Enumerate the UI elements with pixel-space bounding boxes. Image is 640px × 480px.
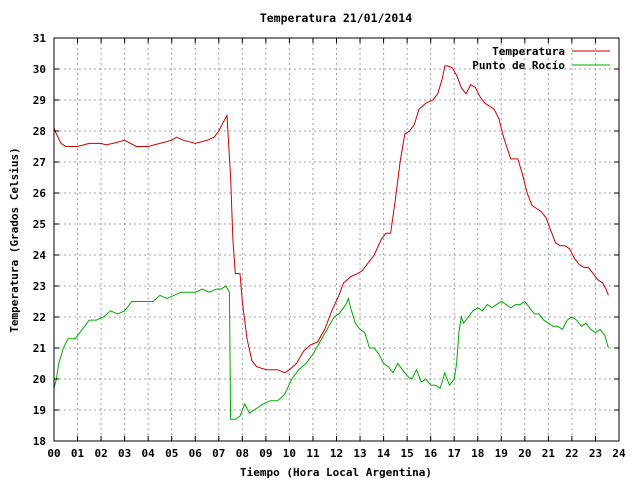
y-tick-label: 26 [33,187,47,200]
x-axis-label: Tiempo (Hora Local Argentina) [240,466,432,479]
legend-label: Punto de Rocío [472,59,565,72]
series-layer [53,65,609,420]
x-tick-label: 05 [165,447,178,460]
chart-title: Temperatura 21/01/2014 [260,11,412,25]
y-tick-label: 21 [33,342,47,355]
x-tick-label: 01 [71,447,85,460]
x-tick-label: 24 [612,447,626,460]
grid [54,38,619,441]
y-tick-label: 19 [33,404,46,417]
x-tick-label: 00 [47,447,60,460]
y-tick-label: 18 [33,435,46,448]
y-tick-label: 23 [33,280,46,293]
y-tick-label: 28 [33,125,46,138]
x-tick-label: 23 [589,447,602,460]
series-line-temperatura [53,65,609,374]
x-tick-label: 16 [424,447,438,460]
x-tick-label: 04 [142,447,156,460]
legend-label: Temperatura [492,45,565,58]
x-tick-label: 13 [353,447,366,460]
y-tick-label: 31 [33,32,47,45]
y-tick-label: 25 [33,218,46,231]
ticks: 00 01 02 03 04 05 06 07 08 09 10 11 12 13 14 15 16 17 18 19… [33,32,626,460]
y-tick-label: 30 [33,63,46,76]
x-tick-label: 17 [448,447,461,460]
y-tick-label: 29 [33,94,46,107]
x-tick-label: 18 [471,447,484,460]
y-tick-label: 27 [33,156,46,169]
x-tick-label: 07 [212,447,225,460]
x-tick-label: 08 [236,447,249,460]
x-tick-label: 11 [306,447,320,460]
x-tick-label: 14 [377,447,391,460]
x-tick-label: 06 [189,447,203,460]
x-tick-label: 12 [330,447,343,460]
x-tick-label: 20 [518,447,531,460]
x-tick-label: 19 [495,447,508,460]
x-tick-label: 10 [283,447,296,460]
y-tick-label: 22 [33,311,46,324]
y-tick-label: 24 [33,249,47,262]
y-tick-label: 20 [33,373,46,386]
y-axis-label: Temperatura (Grados Celsius) [8,147,21,332]
x-tick-label: 22 [565,447,578,460]
x-tick-label: 15 [401,447,414,460]
x-tick-label: 02 [94,447,107,460]
series-line-punto-de-rocio [53,285,609,420]
x-tick-label: 03 [118,447,131,460]
x-tick-label: 09 [259,447,272,460]
x-tick-label: 21 [542,447,556,460]
